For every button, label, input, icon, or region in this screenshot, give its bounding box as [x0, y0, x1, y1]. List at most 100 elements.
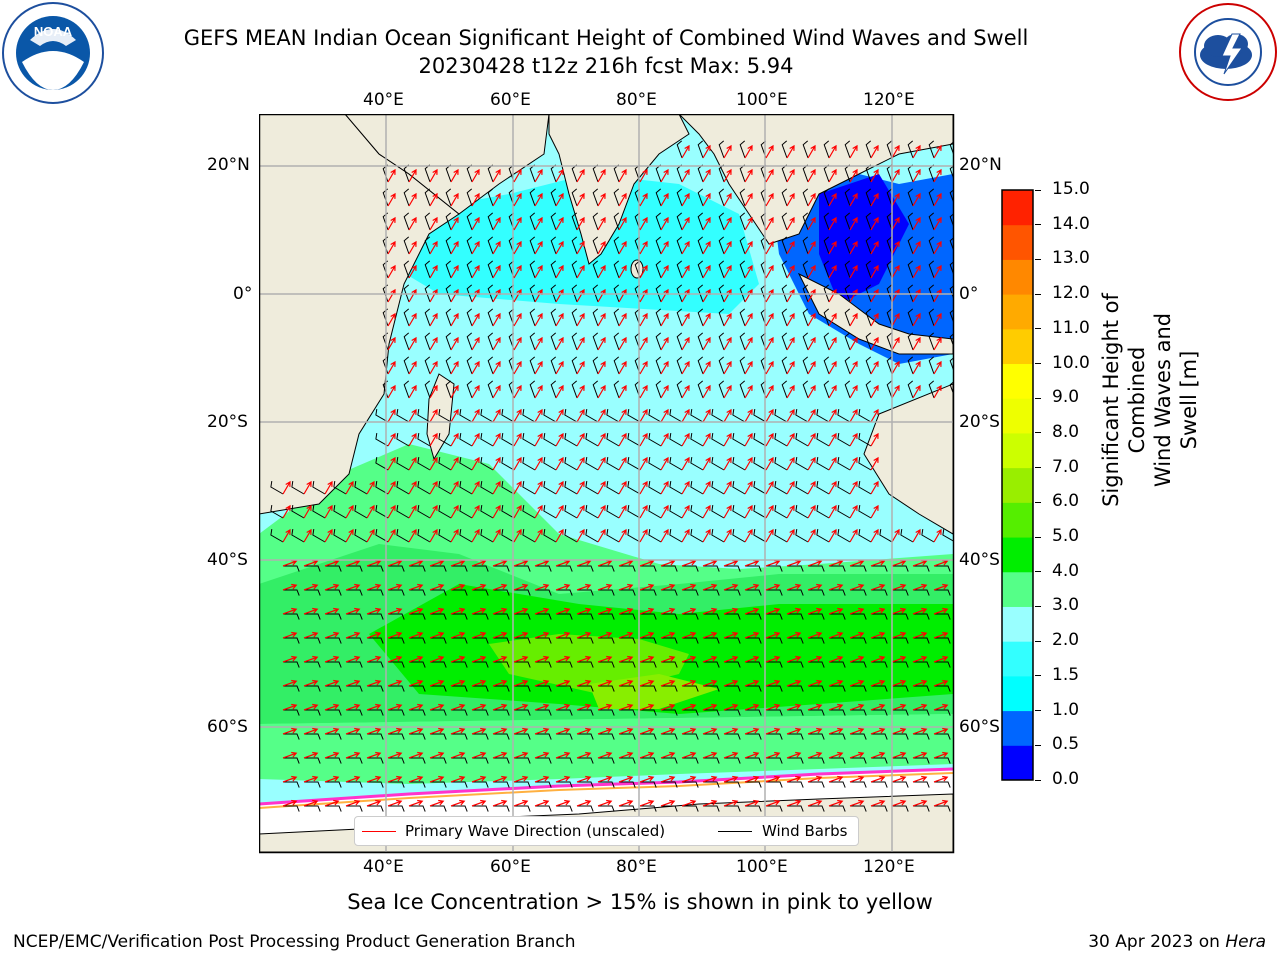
wave-direction-arrow: [618, 168, 627, 183]
wind-barb: [844, 284, 851, 303]
wind-barb: [550, 308, 557, 327]
wind-barb: [627, 409, 641, 423]
wave-direction-arrow: [429, 775, 445, 783]
wind-barb: [487, 380, 494, 399]
wave-direction-arrow: [849, 631, 865, 639]
footer-date: 30 Apr 2023 on Hera: [1088, 932, 1266, 952]
wind-barb: [949, 309, 953, 322]
wave-direction-arrow: [723, 144, 732, 159]
wind-barb: [556, 613, 573, 620]
wind-barb: [388, 781, 405, 788]
wind-barb: [493, 733, 510, 740]
wave-direction-arrow: [765, 751, 781, 759]
wind-barb: [396, 409, 410, 423]
wind-barb: [739, 212, 746, 231]
wind-barb: [871, 661, 888, 668]
wind-barb: [388, 661, 405, 668]
wave-direction-arrow: [429, 751, 445, 759]
wind-barb: [865, 308, 872, 327]
wave-direction-arrow: [828, 240, 837, 255]
wave-direction-arrow: [744, 168, 753, 183]
wave-direction-arrow: [387, 384, 396, 399]
wind-barb: [781, 140, 788, 159]
wave-direction-arrow: [723, 528, 732, 543]
wave-direction-arrow: [429, 583, 445, 591]
wind-barb: [396, 433, 410, 447]
wave-direction-arrow: [471, 168, 480, 183]
wind-barb: [493, 565, 510, 572]
wave-direction-arrow: [702, 655, 718, 663]
wave-direction-arrow: [555, 360, 564, 375]
wind-barb: [640, 709, 657, 716]
wind-barb: [886, 236, 893, 255]
wave-direction-arrow: [576, 384, 585, 399]
wave-direction-arrow: [597, 432, 606, 447]
wind-barb: [403, 188, 410, 207]
wave-direction-arrow: [513, 168, 522, 183]
wind-barb: [325, 733, 342, 740]
wave-direction-arrow: [534, 192, 543, 207]
wind-barb: [571, 332, 578, 351]
wave-direction-arrow: [429, 504, 438, 519]
wave-direction-arrow: [744, 679, 760, 687]
wave-direction-arrow: [450, 384, 459, 399]
wave-direction-arrow: [849, 775, 865, 783]
wind-barb: [606, 409, 620, 423]
wind-barb: [829, 781, 846, 788]
wave-direction-arrow: [597, 336, 606, 351]
wind-barb: [934, 613, 951, 620]
wind-barb: [808, 733, 825, 740]
map-legend: [354, 816, 859, 846]
wave-direction-arrow: [534, 336, 543, 351]
wind-barb: [346, 685, 363, 692]
wave-direction-arrow: [555, 751, 571, 759]
wave-direction-arrow: [765, 528, 774, 543]
wave-direction-arrow: [744, 408, 753, 423]
wave-direction-arrow: [471, 528, 480, 543]
wind-barb: [739, 332, 746, 351]
wave-direction-arrow: [303, 528, 312, 543]
wind-barb: [892, 613, 909, 620]
wind-barb: [451, 685, 468, 692]
wave-direction-arrow: [324, 480, 333, 495]
wave-direction-arrow: [492, 631, 508, 639]
colorbar-title-line1: Significant Height of Combined: [1099, 293, 1149, 507]
wind-barb: [529, 356, 536, 375]
wave-direction-arrow: [618, 360, 627, 375]
wave-direction-arrow: [408, 528, 417, 543]
wind-barb: [613, 380, 620, 399]
wind-barb: [403, 236, 410, 255]
wind-barb: [346, 805, 363, 812]
wave-direction-arrow: [744, 288, 753, 303]
wave-direction-arrow: [786, 655, 802, 663]
lon-tick-top-60e: 60°E: [490, 90, 531, 110]
wave-direction-arrow: [282, 607, 298, 615]
wave-direction-arrow: [450, 655, 466, 663]
wind-barb: [640, 757, 657, 764]
wind-barb: [949, 189, 953, 202]
wave-direction-arrow: [429, 360, 438, 375]
wave-direction-arrow: [723, 288, 732, 303]
wind-barb: [556, 661, 573, 668]
wind-barb: [913, 781, 930, 788]
wave-direction-arrow: [765, 144, 774, 159]
wind-barb: [640, 565, 657, 572]
wave-direction-arrow: [765, 432, 774, 447]
wind-barb: [913, 613, 930, 620]
wave-direction-arrow: [408, 456, 417, 471]
wave-direction-arrow: [303, 631, 319, 639]
wave-direction-layer: [282, 144, 949, 807]
wind-barb: [795, 481, 809, 495]
wave-direction-arrow: [744, 703, 760, 711]
wind-barb: [745, 709, 762, 716]
wave-direction-arrow: [912, 583, 928, 591]
colorbar-label: 10.0: [1052, 352, 1090, 373]
wave-direction-arrow: [555, 655, 571, 663]
wind-barb: [661, 781, 678, 788]
wave-direction-arrow: [681, 312, 690, 327]
wind-barb: [949, 333, 953, 346]
wind-barb: [493, 805, 510, 812]
wind-barb: [682, 733, 699, 740]
wind-barb: [550, 260, 557, 279]
wind-barb: [619, 733, 636, 740]
